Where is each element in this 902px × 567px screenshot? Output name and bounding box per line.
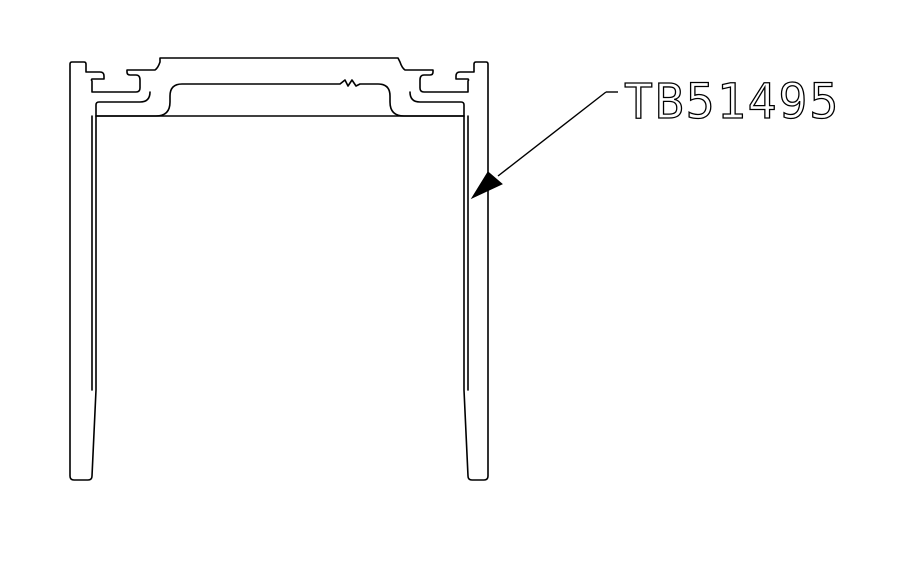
leader-shaft [497,91,607,177]
left-slot-detail [95,91,151,117]
profile-inner-web [95,79,465,117]
part-number-label: TB51495 [624,74,840,130]
right-slot-detail [409,91,465,117]
profile-outer-contour [69,57,489,481]
extrusion-profile [69,57,489,481]
leader-arrowhead [470,171,503,200]
leader-arrow [470,91,618,200]
